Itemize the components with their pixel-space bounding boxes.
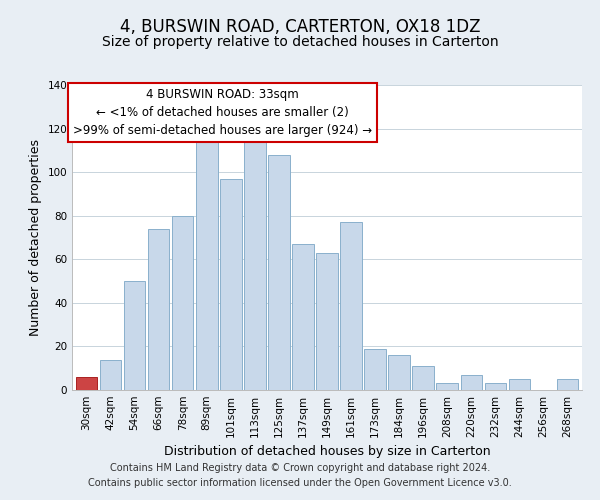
Bar [388, 355, 410, 390]
Bar [364, 348, 386, 390]
Bar [461, 375, 482, 390]
Bar [220, 178, 242, 390]
Bar [485, 384, 506, 390]
Bar [124, 281, 145, 390]
Text: 4 BURSWIN ROAD: 33sqm
← <1% of detached houses are smaller (2)
>99% of semi-deta: 4 BURSWIN ROAD: 33sqm ← <1% of detached … [73, 88, 372, 137]
Bar [557, 379, 578, 390]
Bar [340, 222, 362, 390]
Text: Size of property relative to detached houses in Carterton: Size of property relative to detached ho… [101, 35, 499, 49]
Text: 4, BURSWIN ROAD, CARTERTON, OX18 1DZ: 4, BURSWIN ROAD, CARTERTON, OX18 1DZ [120, 18, 480, 36]
Bar [172, 216, 193, 390]
Bar [509, 379, 530, 390]
Bar [412, 366, 434, 390]
Bar [100, 360, 121, 390]
Text: Contains HM Land Registry data © Crown copyright and database right 2024.
Contai: Contains HM Land Registry data © Crown c… [88, 462, 512, 487]
Bar [244, 140, 266, 390]
Bar [292, 244, 314, 390]
Bar [196, 133, 218, 390]
Bar [316, 253, 338, 390]
Bar [76, 377, 97, 390]
Y-axis label: Number of detached properties: Number of detached properties [29, 139, 42, 336]
Bar [436, 384, 458, 390]
Bar [268, 154, 290, 390]
X-axis label: Distribution of detached houses by size in Carterton: Distribution of detached houses by size … [164, 446, 490, 458]
Bar [148, 229, 169, 390]
